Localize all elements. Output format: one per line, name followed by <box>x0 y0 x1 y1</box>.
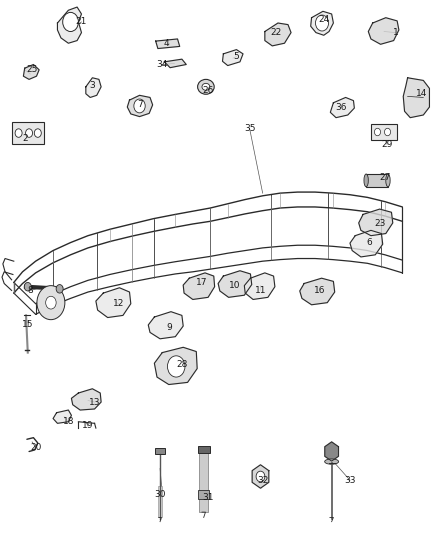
Circle shape <box>374 128 381 136</box>
Ellipse shape <box>386 174 390 187</box>
Text: 19: 19 <box>82 422 94 431</box>
Polygon shape <box>23 64 39 79</box>
Circle shape <box>167 356 185 377</box>
Text: 13: 13 <box>89 398 100 407</box>
Text: 17: 17 <box>196 278 207 287</box>
Bar <box>371 124 397 140</box>
Circle shape <box>46 296 56 309</box>
Polygon shape <box>218 271 252 297</box>
Text: 7: 7 <box>138 100 143 109</box>
Polygon shape <box>96 288 131 318</box>
Text: 9: 9 <box>166 323 172 332</box>
Polygon shape <box>86 78 101 98</box>
Bar <box>198 446 210 453</box>
Text: 20: 20 <box>30 443 41 452</box>
Polygon shape <box>71 389 101 410</box>
Text: 34: 34 <box>156 60 168 69</box>
Text: 16: 16 <box>314 286 325 295</box>
Polygon shape <box>368 18 399 44</box>
Polygon shape <box>265 23 291 46</box>
Text: 36: 36 <box>336 102 347 111</box>
Text: 31: 31 <box>202 493 214 502</box>
Text: 23: 23 <box>375 220 386 229</box>
Ellipse shape <box>325 459 339 464</box>
Polygon shape <box>359 209 393 236</box>
Circle shape <box>24 282 31 291</box>
Text: 6: 6 <box>367 238 372 247</box>
Polygon shape <box>350 230 383 257</box>
Polygon shape <box>127 95 152 117</box>
Text: 21: 21 <box>76 18 87 27</box>
Polygon shape <box>330 98 354 118</box>
Circle shape <box>56 285 63 293</box>
Text: 3: 3 <box>89 81 95 90</box>
Text: 8: 8 <box>28 286 33 295</box>
Polygon shape <box>325 442 339 461</box>
Bar <box>366 174 388 187</box>
Ellipse shape <box>364 174 368 187</box>
Text: 14: 14 <box>417 89 428 98</box>
Text: 12: 12 <box>113 299 124 308</box>
Circle shape <box>15 129 22 138</box>
Circle shape <box>385 128 391 136</box>
Text: 35: 35 <box>244 124 255 133</box>
Text: 4: 4 <box>164 39 170 48</box>
Polygon shape <box>244 273 275 300</box>
Polygon shape <box>252 465 269 488</box>
Circle shape <box>256 471 265 482</box>
Text: 30: 30 <box>154 489 166 498</box>
Bar <box>12 122 44 144</box>
Circle shape <box>315 15 328 31</box>
Ellipse shape <box>202 83 210 90</box>
Bar <box>198 490 209 499</box>
Text: 27: 27 <box>379 173 391 182</box>
Bar <box>199 453 208 512</box>
Bar <box>155 448 165 454</box>
Polygon shape <box>155 39 180 49</box>
Polygon shape <box>183 273 215 300</box>
Text: 22: 22 <box>270 28 281 37</box>
Circle shape <box>34 129 41 138</box>
Text: 26: 26 <box>202 85 214 94</box>
Text: 10: 10 <box>229 280 240 289</box>
Polygon shape <box>148 312 183 339</box>
Text: 28: 28 <box>176 360 187 369</box>
Text: 11: 11 <box>255 286 266 295</box>
Text: 2: 2 <box>22 134 28 143</box>
Polygon shape <box>403 78 429 118</box>
Polygon shape <box>154 348 197 384</box>
Text: 15: 15 <box>22 320 34 329</box>
Text: 33: 33 <box>344 476 356 484</box>
Circle shape <box>134 99 145 113</box>
Circle shape <box>37 286 65 320</box>
Bar <box>158 486 162 518</box>
Ellipse shape <box>198 79 214 94</box>
Text: 25: 25 <box>26 66 38 74</box>
Text: 5: 5 <box>233 52 239 61</box>
Polygon shape <box>311 11 333 35</box>
Polygon shape <box>164 59 186 68</box>
Polygon shape <box>53 410 71 423</box>
Text: 32: 32 <box>257 476 268 484</box>
Polygon shape <box>223 50 243 66</box>
Circle shape <box>25 129 32 138</box>
Text: 24: 24 <box>318 15 329 24</box>
Polygon shape <box>300 278 335 305</box>
Text: 1: 1 <box>393 28 399 37</box>
Polygon shape <box>57 7 81 43</box>
Text: 29: 29 <box>381 140 393 149</box>
Text: 18: 18 <box>63 417 74 426</box>
Circle shape <box>63 12 78 31</box>
